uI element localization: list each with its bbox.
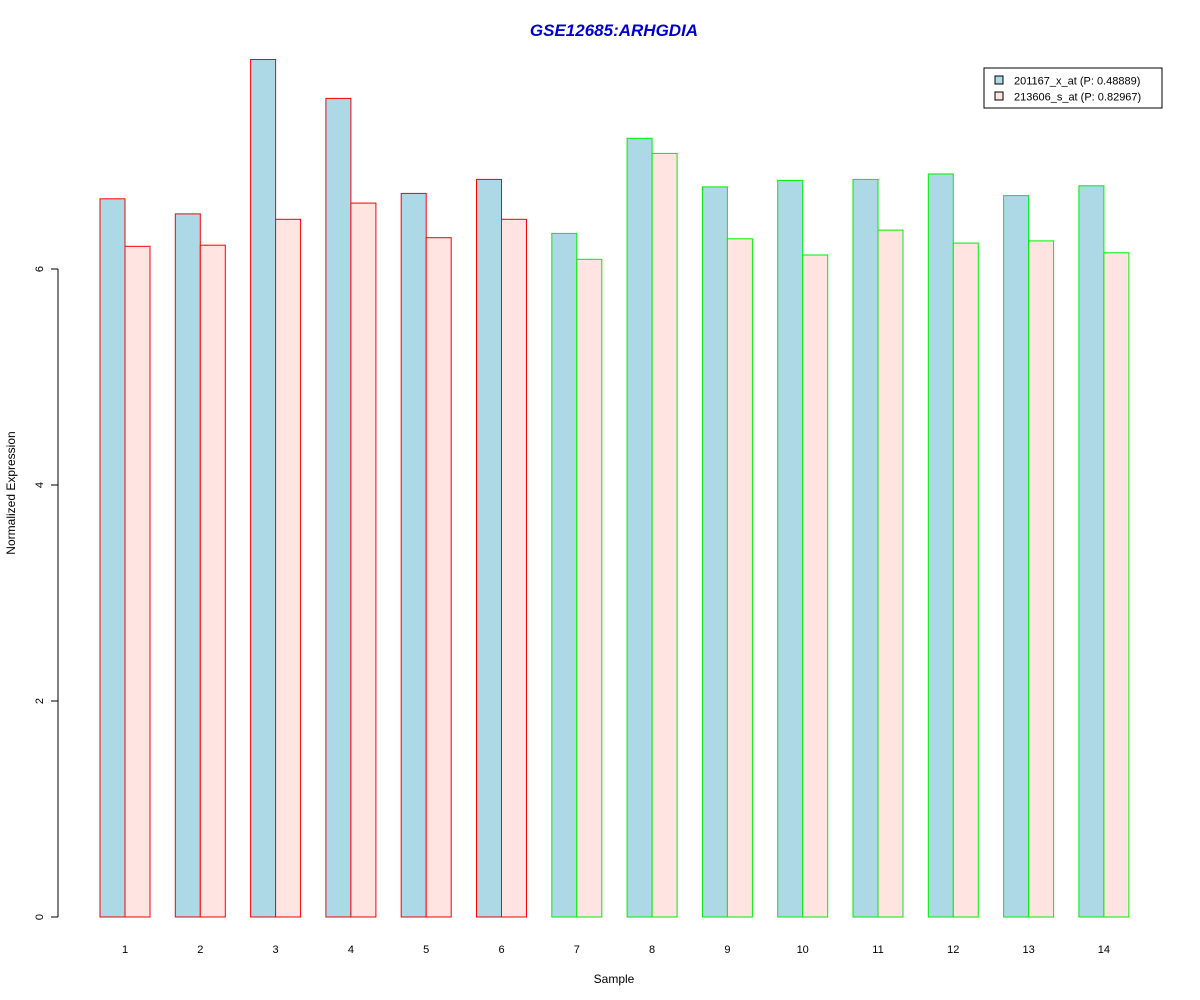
chart-title: GSE12685:ARHGDIA xyxy=(530,21,698,40)
bar-sample-3-series-2 xyxy=(275,218,302,918)
bar-sample-12-series-2 xyxy=(952,242,979,918)
bar-sample-13-series-1 xyxy=(1003,195,1030,918)
x-tick-label: 14 xyxy=(1098,944,1110,956)
bar-sample-4-series-1 xyxy=(325,97,352,918)
bar-sample-1-series-1 xyxy=(99,198,126,918)
legend-swatch-series-2 xyxy=(994,91,1004,101)
bar-sample-6-series-2 xyxy=(501,218,527,918)
bar-sample-8-series-2 xyxy=(651,152,678,918)
y-tick-label: 2 xyxy=(34,698,46,704)
bar-sample-10-series-1 xyxy=(777,179,804,918)
x-tick-label: 2 xyxy=(197,944,203,956)
bars-layer xyxy=(99,59,1130,918)
bar-sample-8-series-1 xyxy=(626,137,653,918)
bar-sample-14-series-2 xyxy=(1103,252,1130,918)
y-tick-label: 0 xyxy=(34,914,46,920)
bar-sample-4-series-2 xyxy=(350,202,377,918)
legend-label-series-2: 213606_s_at (P: 0.82967) xyxy=(1014,92,1141,104)
x-tick-label: 11 xyxy=(872,944,883,956)
bar-sample-1-series-2 xyxy=(124,245,151,918)
x-tick-label: 8 xyxy=(649,944,655,956)
legend: 201167_x_at (P: 0.48889) 213606_s_at (P:… xyxy=(983,67,1163,109)
bar-sample-7-series-2 xyxy=(576,258,603,918)
x-tick-labels: 1 2 3 4 5 6 7 8 9 10 11 12 13 14 xyxy=(122,944,1110,956)
bar-sample-12-series-1 xyxy=(927,173,954,918)
bar-sample-5-series-2 xyxy=(425,237,452,918)
bar-sample-14-series-1 xyxy=(1078,185,1105,918)
x-tick-label: 7 xyxy=(574,944,580,956)
bar-sample-3-series-1 xyxy=(250,59,277,918)
legend-label-series-1: 201167_x_at (P: 0.48889) xyxy=(1014,76,1140,88)
y-axis: 0 2 4 6 xyxy=(34,266,59,920)
y-tick-label: 6 xyxy=(34,266,46,272)
x-tick-label: 12 xyxy=(947,944,959,956)
y-axis-label: Normalized Expression xyxy=(4,431,18,554)
x-tick-label: 3 xyxy=(273,944,279,956)
x-tick-label: 13 xyxy=(1022,944,1034,956)
bar-sample-2-series-2 xyxy=(199,244,226,918)
x-tick-label: 9 xyxy=(724,944,730,956)
x-tick-label: 10 xyxy=(797,944,809,956)
bar-sample-2-series-1 xyxy=(174,213,201,918)
y-tick-label: 4 xyxy=(34,482,46,488)
bar-sample-13-series-2 xyxy=(1028,240,1055,918)
x-axis-label: Sample xyxy=(594,972,635,986)
bar-sample-11-series-2 xyxy=(877,229,904,918)
bar-sample-6-series-1 xyxy=(476,178,502,918)
x-tick-label: 5 xyxy=(423,944,429,956)
x-tick-label: 4 xyxy=(348,944,354,956)
x-tick-label: 1 xyxy=(122,944,128,956)
bar-sample-11-series-1 xyxy=(852,178,879,918)
bar-sample-10-series-2 xyxy=(802,254,829,918)
legend-swatch-series-1 xyxy=(994,75,1004,85)
bar-sample-7-series-1 xyxy=(551,232,578,918)
legend-box xyxy=(983,67,1163,109)
bar-sample-9-series-2 xyxy=(726,238,753,918)
bar-sample-5-series-1 xyxy=(400,192,427,918)
x-tick-label: 6 xyxy=(498,944,504,956)
bar-sample-9-series-1 xyxy=(701,186,728,918)
